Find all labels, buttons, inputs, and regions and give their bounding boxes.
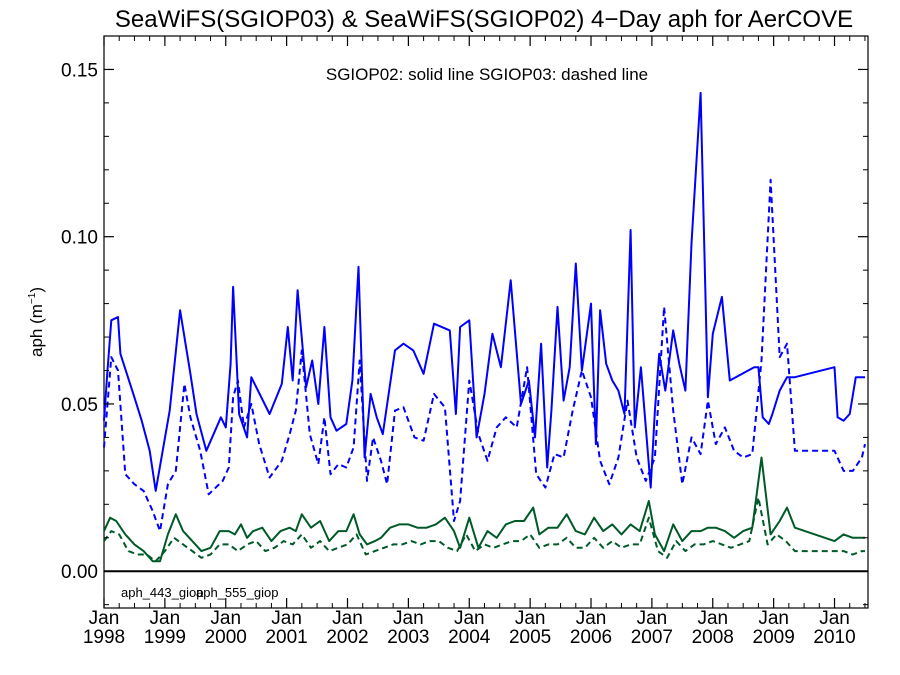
x-tick-label-year: 2003 bbox=[387, 627, 429, 648]
x-tick-label-month: Jan bbox=[454, 608, 485, 629]
y-tick-label: 0.15 bbox=[61, 60, 98, 81]
x-tick-label-month: Jan bbox=[697, 608, 728, 629]
x-tick-label-year: 2002 bbox=[326, 627, 368, 648]
x-tick-label-month: Jan bbox=[150, 608, 181, 629]
x-tick-label-month: Jan bbox=[332, 608, 363, 629]
legend-item-aph-555: aph_555_giop bbox=[196, 585, 278, 600]
series-layer bbox=[103, 91, 866, 563]
x-tick-label-year: 2010 bbox=[813, 627, 855, 648]
x-axis: Jan1998Jan1999Jan2000Jan2001Jan2002Jan20… bbox=[83, 36, 866, 648]
x-tick-label-year: 2000 bbox=[205, 627, 247, 648]
y-axis-label: aph (m−1) bbox=[27, 287, 46, 357]
series-line-aph-555-giop-sgiop03 bbox=[103, 496, 865, 563]
x-tick-label-month: Jan bbox=[210, 608, 241, 629]
series-line-aph-443-giop-sgiop02 bbox=[103, 91, 865, 492]
chart-annotation: SGIOP02: solid line SGIOP03: dashed line bbox=[326, 65, 648, 84]
x-tick-label-year: 1999 bbox=[144, 627, 186, 648]
x-tick-label-month: Jan bbox=[819, 608, 850, 629]
y-tick-label: 0.10 bbox=[61, 228, 98, 249]
y-tick-label: 0.05 bbox=[61, 395, 98, 416]
series-line-aph-555-giop-sgiop02 bbox=[103, 456, 865, 563]
y-axis-label-main: aph (m bbox=[27, 304, 46, 357]
plot-frame bbox=[103, 35, 869, 609]
x-tick-label-month: Jan bbox=[637, 608, 668, 629]
y-axis-label-close: ) bbox=[27, 287, 46, 293]
x-tick-label-year: 1998 bbox=[83, 627, 125, 648]
y-axis-label-sup: −1 bbox=[27, 292, 38, 304]
x-tick-label-month: Jan bbox=[89, 608, 120, 629]
legend-item-aph-443: aph_443_giop bbox=[121, 585, 203, 600]
y-axis: 0.00 0.05 0.10 0.15 bbox=[61, 35, 868, 606]
x-tick-label-year: 2008 bbox=[692, 627, 734, 648]
series-line-aph-443-giop-sgiop03 bbox=[103, 178, 866, 533]
x-tick-label-month: Jan bbox=[271, 608, 302, 629]
y-tick-label: 0.00 bbox=[61, 562, 98, 583]
chart-title: SeaWiFS(SGIOP03) & SeaWiFS(SGIOP02) 4−Da… bbox=[115, 6, 853, 33]
x-tick-label-year: 2009 bbox=[753, 627, 795, 648]
x-tick-label-year: 2004 bbox=[448, 627, 491, 648]
x-tick-label-month: Jan bbox=[515, 608, 546, 629]
x-tick-label-month: Jan bbox=[758, 608, 789, 629]
x-tick-label-year: 2007 bbox=[631, 627, 673, 648]
x-tick-label-year: 2001 bbox=[265, 627, 307, 648]
x-tick-label-month: Jan bbox=[393, 608, 424, 629]
x-tick-label-year: 2006 bbox=[570, 627, 612, 648]
x-tick-label-month: Jan bbox=[576, 608, 607, 629]
x-tick-label-year: 2005 bbox=[509, 627, 551, 648]
